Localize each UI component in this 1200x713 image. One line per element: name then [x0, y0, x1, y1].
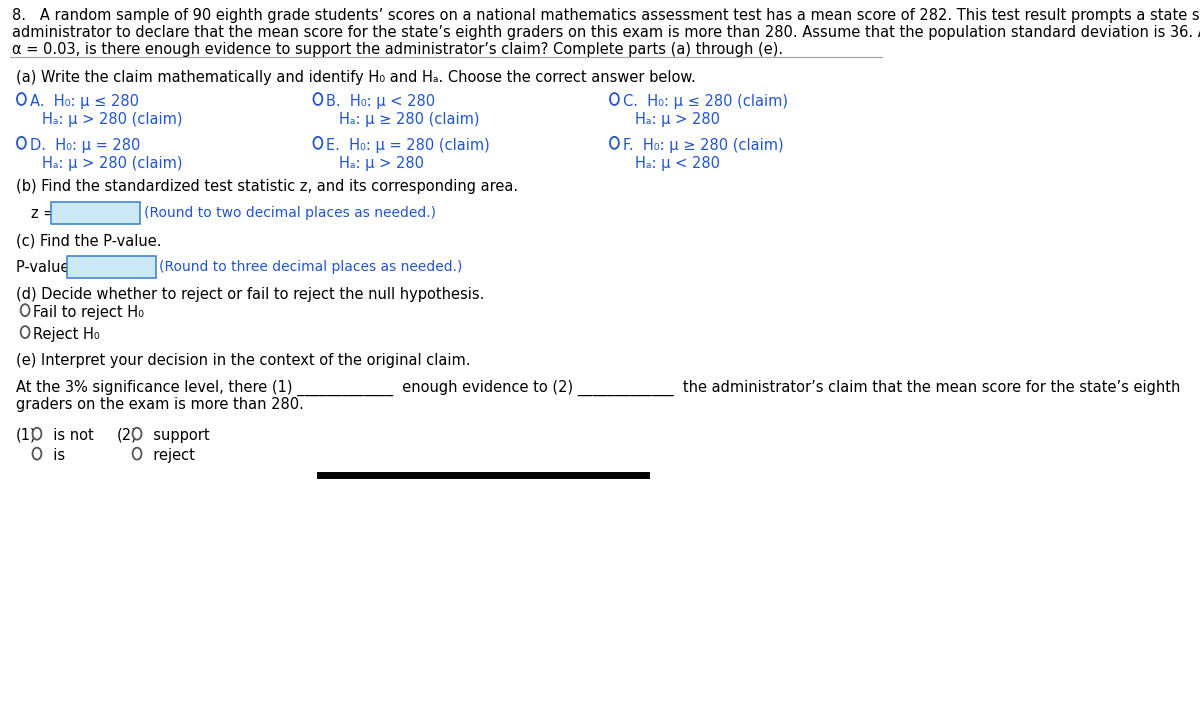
Text: administrator to declare that the mean score for the state’s eighth graders on t: administrator to declare that the mean s… [12, 25, 1200, 41]
Text: C.  H₀: μ ≤ 280 (claim): C. H₀: μ ≤ 280 (claim) [623, 94, 787, 109]
Text: α = 0.03, is there enough evidence to support the administrator’s claim? Complet: α = 0.03, is there enough evidence to su… [12, 42, 782, 57]
Circle shape [610, 93, 619, 105]
Circle shape [313, 93, 323, 105]
Text: 8.   A random sample of 90 eighth grade students’ scores on a national mathemati: 8. A random sample of 90 eighth grade st… [12, 9, 1200, 24]
Text: F.  H₀: μ ≥ 280 (claim): F. H₀: μ ≥ 280 (claim) [623, 138, 784, 153]
Text: Hₐ: μ < 280: Hₐ: μ < 280 [635, 155, 720, 171]
Text: Fail to reject H₀: Fail to reject H₀ [34, 305, 144, 320]
Text: E.  H₀: μ = 280 (claim): E. H₀: μ = 280 (claim) [326, 138, 490, 153]
FancyBboxPatch shape [67, 257, 156, 278]
Text: (c) Find the P-value.: (c) Find the P-value. [17, 233, 162, 249]
Text: Reject H₀: Reject H₀ [34, 327, 100, 342]
Text: Hₐ: μ > 280 (claim): Hₐ: μ > 280 (claim) [42, 155, 182, 171]
Text: (a) Write the claim mathematically and identify H₀ and Hₐ. Choose the correct an: (a) Write the claim mathematically and i… [17, 70, 696, 85]
Text: support: support [144, 428, 210, 443]
Text: P-value =: P-value = [17, 260, 91, 275]
Text: A.  H₀: μ ≤ 280: A. H₀: μ ≤ 280 [30, 94, 138, 109]
Text: graders on the exam is more than 280.: graders on the exam is more than 280. [17, 397, 304, 412]
Text: Hₐ: μ ≥ 280 (claim): Hₐ: μ ≥ 280 (claim) [338, 112, 479, 127]
Text: Hₐ: μ > 280: Hₐ: μ > 280 [338, 155, 424, 171]
Text: reject: reject [144, 448, 196, 463]
Text: (1): (1) [17, 428, 37, 443]
Text: (b) Find the standardized test statistic z, and its corresponding area.: (b) Find the standardized test statistic… [17, 179, 518, 194]
Circle shape [132, 428, 142, 440]
Text: (e) Interpret your decision in the context of the original claim.: (e) Interpret your decision in the conte… [17, 353, 470, 368]
Text: (d) Decide whether to reject or fail to reject the null hypothesis.: (d) Decide whether to reject or fail to … [17, 287, 485, 302]
Text: (Round to two decimal places as needed.): (Round to two decimal places as needed.) [144, 205, 436, 220]
Text: is: is [44, 448, 66, 463]
Text: At the 3% significance level, there (1) _____________  enough evidence to (2) __: At the 3% significance level, there (1) … [17, 380, 1181, 396]
Text: is not: is not [44, 428, 94, 443]
Text: B.  H₀: μ < 280: B. H₀: μ < 280 [326, 94, 436, 109]
Text: Hₐ: μ > 280: Hₐ: μ > 280 [635, 112, 720, 127]
Circle shape [17, 93, 26, 105]
Circle shape [610, 137, 619, 149]
Circle shape [32, 448, 42, 460]
Text: (Round to three decimal places as needed.): (Round to three decimal places as needed… [160, 260, 463, 275]
Text: Hₐ: μ > 280 (claim): Hₐ: μ > 280 (claim) [42, 112, 182, 127]
Circle shape [32, 428, 42, 440]
FancyBboxPatch shape [52, 202, 140, 223]
Circle shape [313, 137, 323, 149]
Circle shape [17, 137, 26, 149]
Circle shape [20, 326, 30, 338]
Circle shape [132, 448, 142, 460]
Circle shape [20, 304, 30, 316]
Text: (2): (2) [116, 428, 137, 443]
Text: z =: z = [31, 205, 60, 220]
Text: D.  H₀: μ = 280: D. H₀: μ = 280 [30, 138, 140, 153]
